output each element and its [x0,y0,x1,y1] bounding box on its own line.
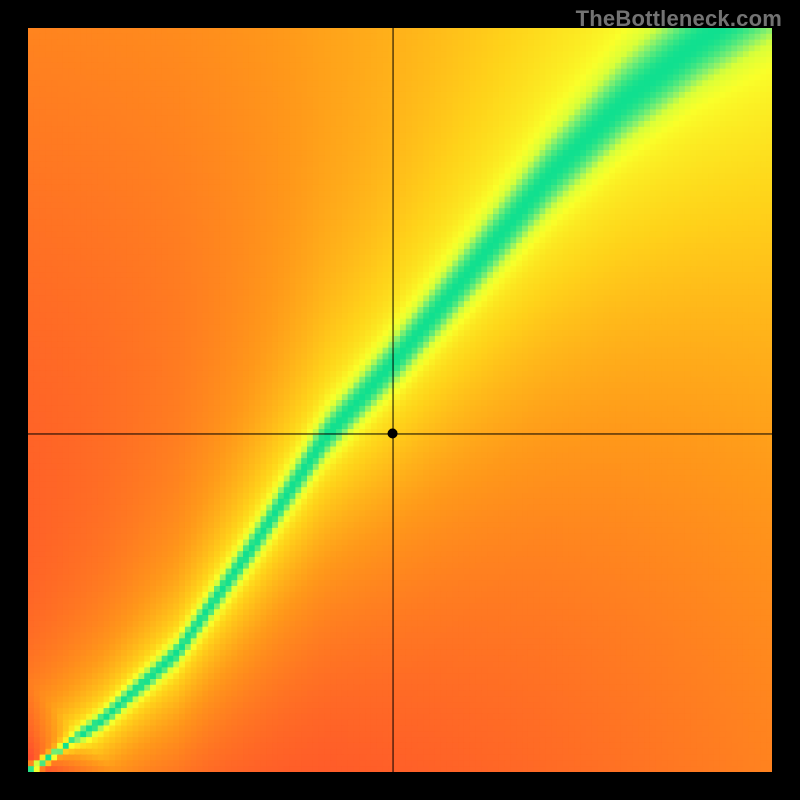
watermark-text: TheBottleneck.com [576,6,782,32]
chart-container: TheBottleneck.com [0,0,800,800]
bottleneck-heatmap [28,28,772,772]
